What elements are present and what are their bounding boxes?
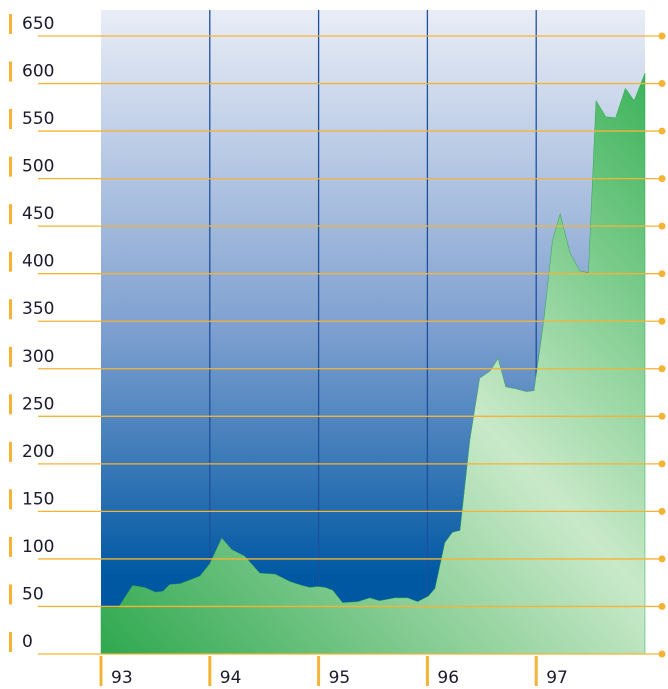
- y-tick-label: 150: [22, 489, 54, 509]
- grid-dot: [658, 317, 666, 325]
- y-tick: [9, 441, 12, 462]
- grid-dot: [658, 602, 666, 610]
- y-tick: [9, 394, 12, 415]
- x-tick-label: 97: [546, 668, 568, 688]
- x-tick-label: 95: [329, 668, 351, 688]
- y-tick: [9, 109, 12, 130]
- grid-dot: [658, 175, 666, 183]
- y-tick: [9, 204, 12, 225]
- x-tick: [317, 656, 321, 686]
- y-tick-label: 300: [22, 347, 54, 367]
- y-tick-label: 600: [22, 62, 54, 82]
- y-tick-label: 250: [22, 394, 54, 414]
- grid-dot: [658, 507, 666, 515]
- y-tick: [9, 584, 12, 605]
- x-tick: [99, 656, 103, 686]
- x-tick-label: 96: [437, 668, 459, 688]
- y-tick: [9, 156, 12, 177]
- grid-dot: [658, 222, 666, 230]
- grid-dot: [658, 460, 666, 468]
- x-tick: [534, 656, 538, 686]
- y-tick: [9, 346, 12, 367]
- grid-dot: [658, 270, 666, 278]
- y-tick: [9, 61, 12, 82]
- y-tick: [9, 299, 12, 320]
- x-tick-label: 93: [111, 668, 133, 688]
- y-tick-label: 200: [22, 442, 54, 462]
- y-tick-label: 550: [22, 109, 54, 129]
- x-tick-label: 94: [220, 668, 242, 688]
- grid-dot: [658, 650, 666, 658]
- y-tick-label: 0: [22, 632, 33, 652]
- y-tick-label: 50: [22, 584, 44, 604]
- y-tick-label: 500: [22, 157, 54, 177]
- y-tick: [9, 536, 12, 557]
- y-tick: [9, 632, 12, 652]
- grid-dot: [658, 365, 666, 373]
- area: [100, 72, 646, 655]
- y-tick-label: 450: [22, 204, 54, 224]
- y-tick: [9, 14, 12, 34]
- y-tick-label: 650: [22, 14, 54, 34]
- y-tick-label: 100: [22, 537, 54, 557]
- x-tick: [425, 656, 429, 686]
- y-tick-label: 400: [22, 252, 54, 272]
- x-tick: [208, 656, 212, 686]
- grid-dot: [658, 555, 666, 563]
- grid-dot: [658, 80, 666, 88]
- grid-dot: [658, 127, 666, 135]
- grid-dot: [658, 32, 666, 40]
- y-tick: [9, 489, 12, 510]
- y-tick-label: 350: [22, 299, 54, 319]
- y-tick: [9, 251, 12, 272]
- grid-dot: [658, 412, 666, 420]
